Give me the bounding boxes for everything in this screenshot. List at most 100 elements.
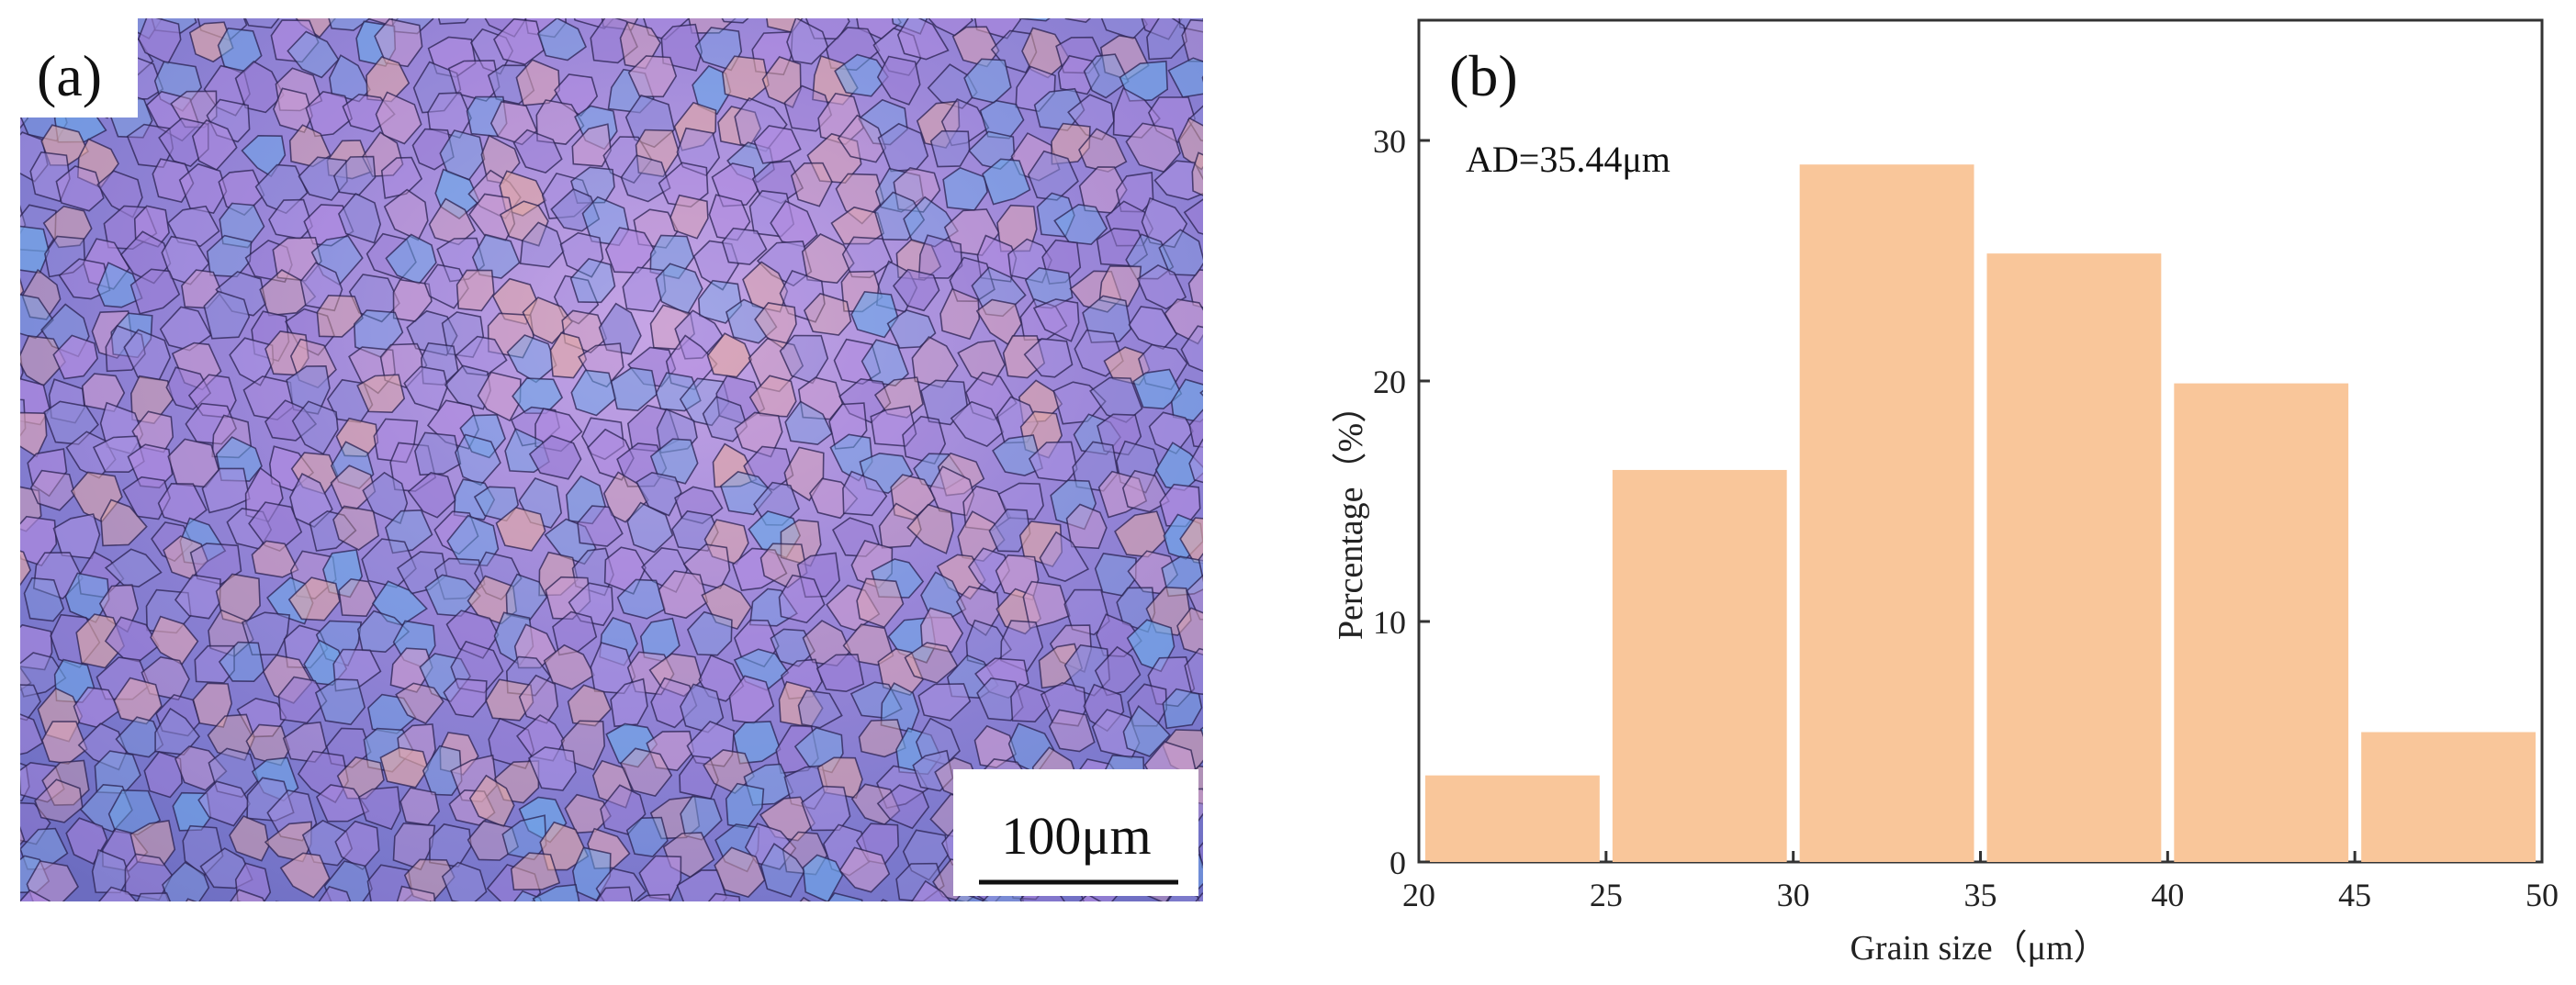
grain — [638, 855, 682, 901]
grain — [706, 332, 753, 378]
grain — [674, 309, 724, 360]
grain — [686, 610, 733, 656]
grain — [380, 156, 423, 199]
grain — [455, 433, 501, 487]
grain — [528, 746, 577, 791]
grain — [75, 613, 126, 669]
grain — [215, 573, 261, 625]
grain — [753, 125, 802, 164]
grain — [528, 434, 582, 480]
grain — [328, 54, 371, 103]
grain — [230, 889, 265, 901]
grain — [636, 471, 682, 517]
grain — [1121, 469, 1170, 513]
grain — [1199, 726, 1203, 738]
grain — [356, 374, 406, 414]
grain — [1183, 198, 1203, 235]
x-tick-label-20: 20 — [1402, 877, 1435, 913]
grain — [305, 91, 354, 138]
grain — [348, 274, 400, 323]
grain — [332, 648, 382, 692]
grain — [55, 165, 105, 212]
grain — [187, 374, 237, 419]
grain — [468, 774, 515, 828]
grain — [686, 721, 735, 767]
grain — [279, 852, 331, 899]
grain — [917, 683, 972, 722]
grain — [712, 442, 758, 488]
grain — [783, 446, 825, 502]
grain — [115, 716, 164, 758]
grain — [1147, 655, 1196, 708]
grain — [850, 290, 899, 339]
grain — [646, 730, 695, 772]
grain — [748, 588, 798, 627]
grain — [1015, 65, 1056, 113]
grain — [1187, 269, 1203, 308]
grain — [786, 18, 829, 65]
grain — [456, 269, 495, 312]
grain — [721, 227, 768, 265]
grain — [988, 508, 1031, 553]
grain — [20, 623, 53, 671]
grain — [42, 205, 93, 249]
grain — [1063, 588, 1110, 636]
grain — [519, 221, 565, 268]
grain — [136, 892, 172, 901]
grain — [334, 820, 380, 871]
grain — [1201, 75, 1203, 83]
grain — [784, 400, 833, 445]
x-ticks-group: 20 25 30 35 40 45 50 — [1402, 851, 2559, 913]
grain — [121, 476, 171, 520]
grain — [104, 616, 160, 663]
grain — [218, 641, 265, 683]
grain — [185, 898, 197, 901]
grain — [858, 719, 906, 758]
grain — [26, 860, 79, 901]
grain — [251, 540, 299, 578]
grain — [489, 100, 538, 146]
grain — [522, 297, 573, 344]
grain — [107, 789, 162, 836]
grain — [434, 168, 480, 220]
grain — [493, 18, 546, 66]
grain — [236, 697, 287, 738]
grain — [714, 846, 766, 899]
grain — [973, 724, 1018, 768]
grain — [610, 366, 658, 412]
x-tick-label-35: 35 — [1964, 877, 1997, 913]
grain — [680, 795, 723, 841]
grain — [1022, 580, 1071, 630]
grain — [610, 677, 648, 728]
grain — [315, 784, 370, 823]
grain — [443, 677, 488, 718]
grain — [1176, 607, 1203, 656]
grain — [29, 151, 71, 203]
grain — [567, 684, 612, 727]
grain — [880, 899, 889, 901]
grain — [544, 518, 597, 565]
grain — [838, 846, 891, 893]
grain — [447, 60, 501, 102]
grain — [955, 586, 1001, 637]
grain — [29, 469, 76, 511]
grain — [660, 23, 703, 72]
grain — [886, 309, 937, 349]
grain — [414, 431, 462, 476]
grain — [957, 340, 1006, 386]
grain — [143, 751, 183, 799]
grain — [748, 375, 797, 418]
grain — [298, 156, 348, 201]
grain — [565, 475, 606, 525]
grain — [603, 546, 647, 595]
grain — [803, 292, 852, 336]
grain — [515, 59, 561, 106]
grain — [1023, 338, 1074, 378]
grain — [1179, 517, 1203, 565]
grain — [1132, 368, 1183, 410]
grain — [911, 335, 959, 388]
grain — [1094, 645, 1142, 697]
grain — [441, 861, 488, 901]
average-diameter-annotation: AD=35.44μm — [1466, 139, 1670, 180]
